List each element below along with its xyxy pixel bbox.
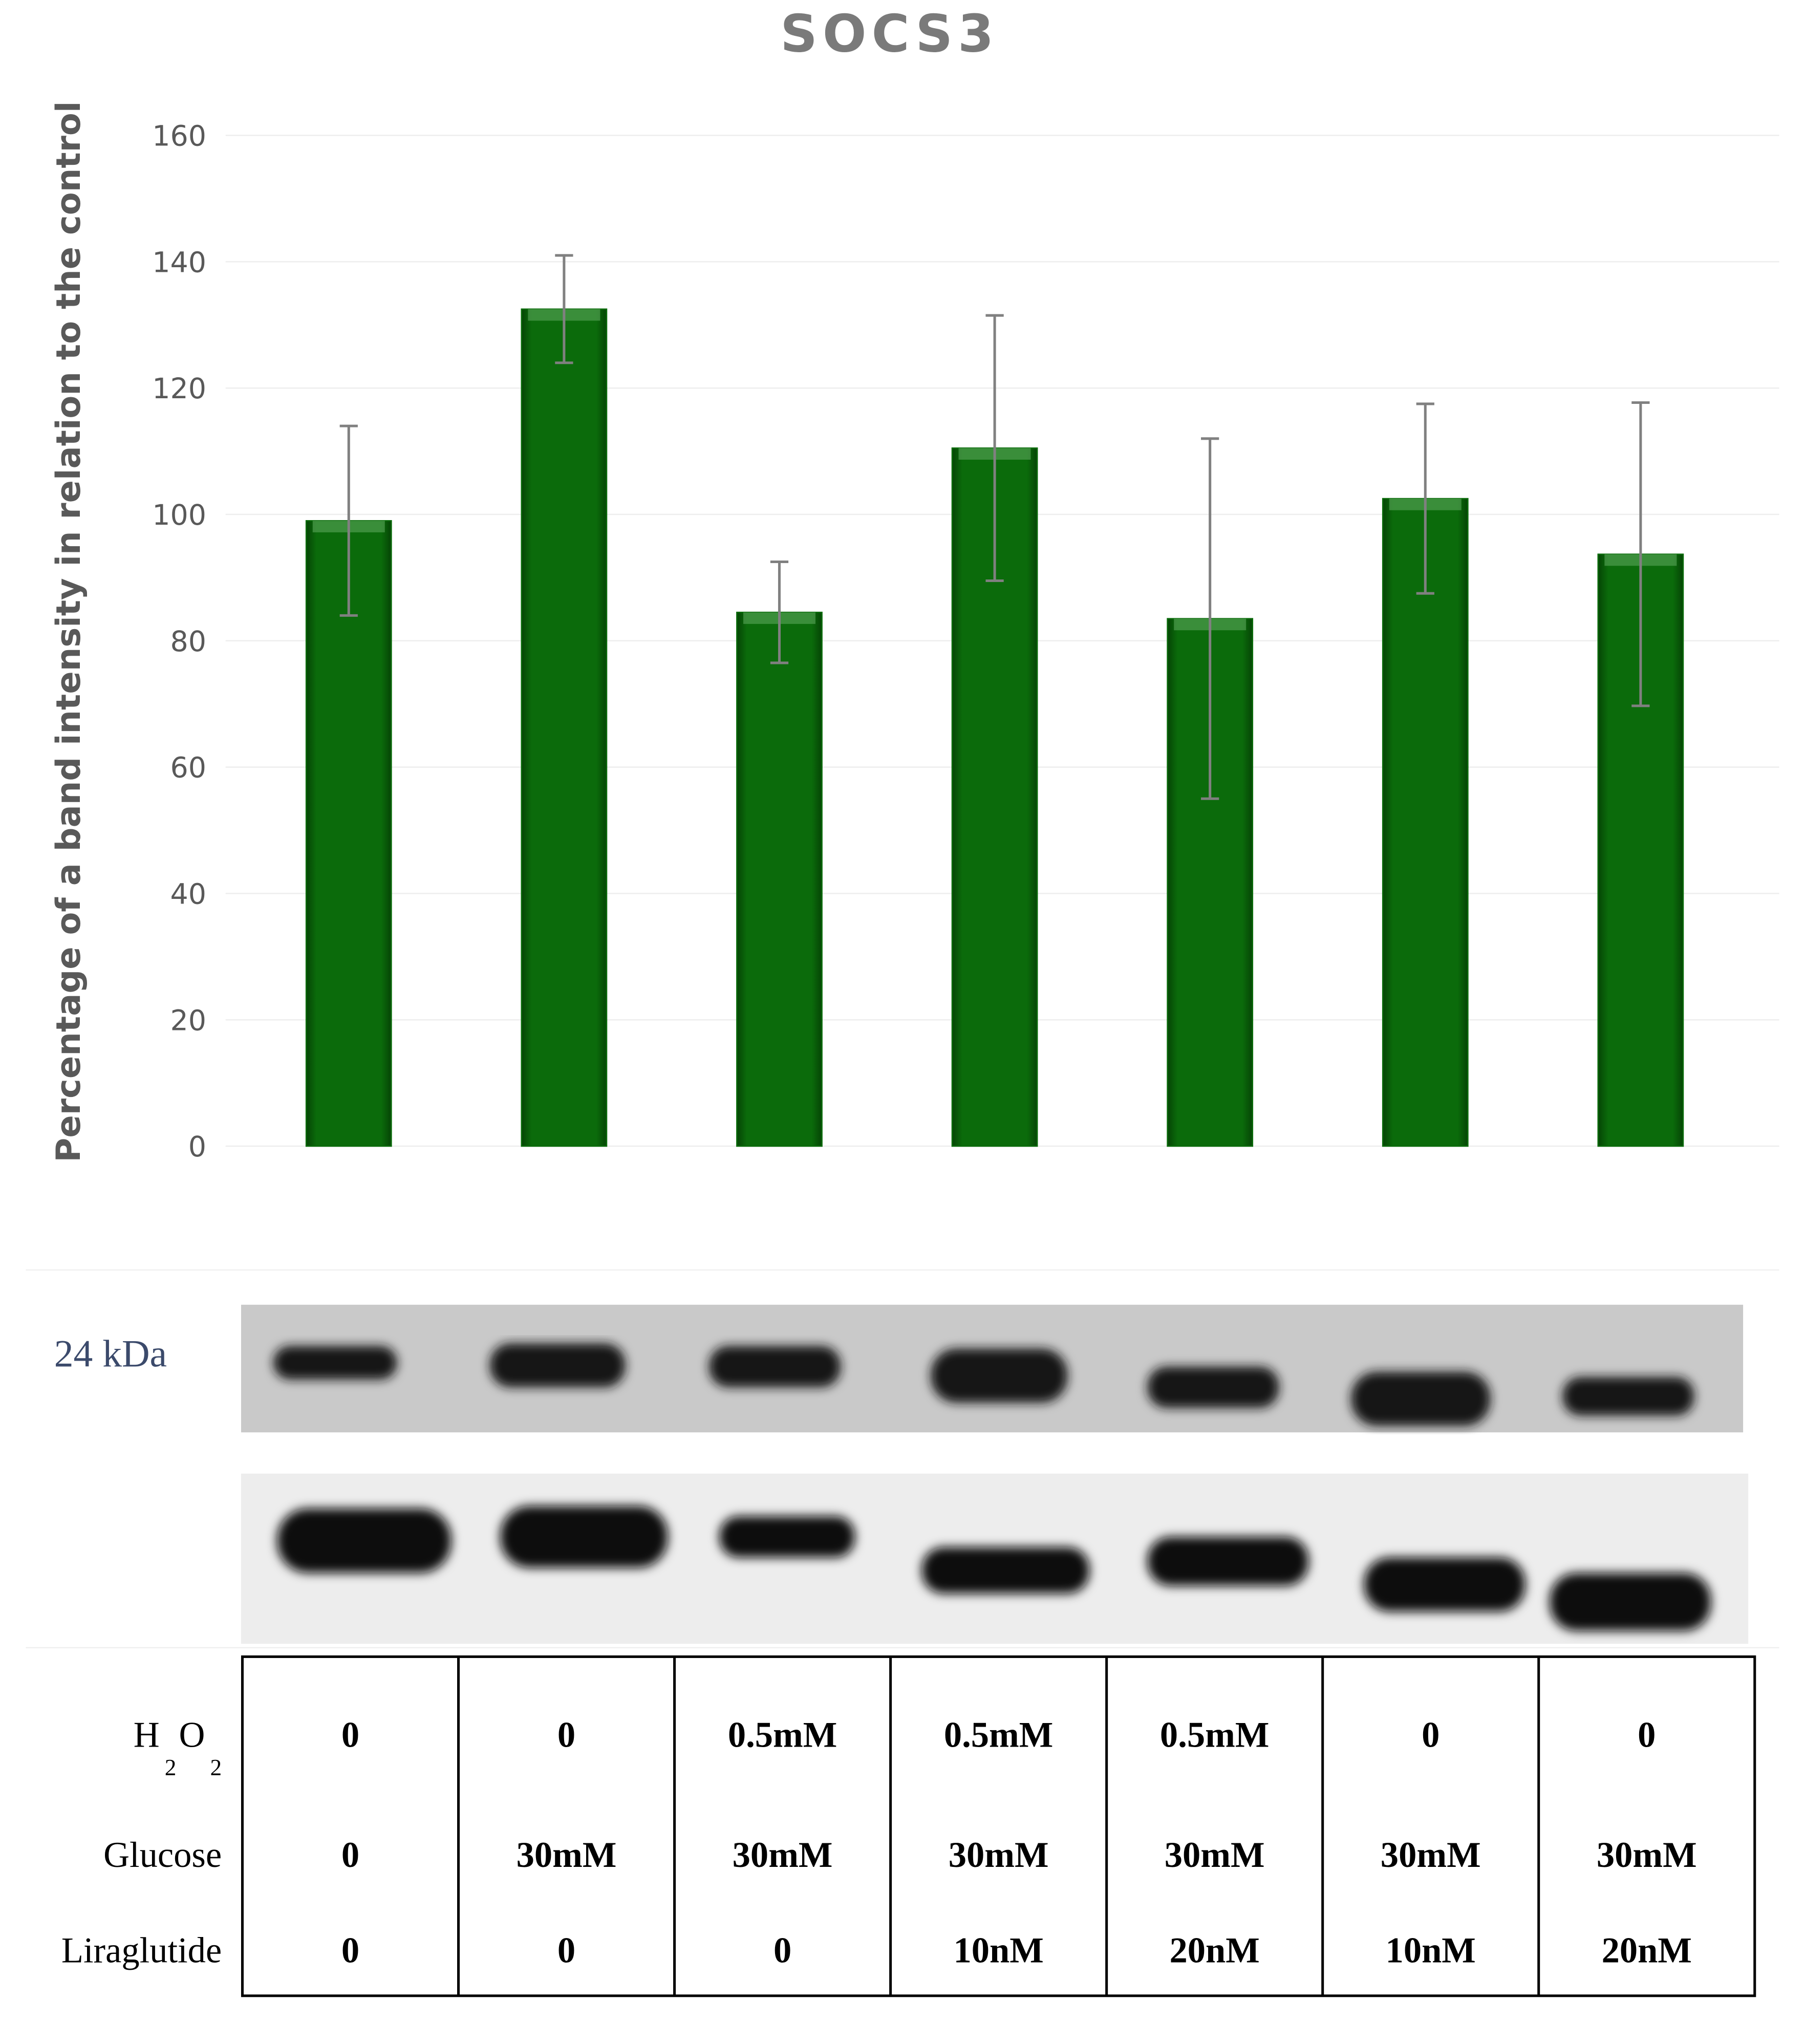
table-cell: 30mM bbox=[949, 1835, 1049, 1875]
bar bbox=[736, 611, 823, 1147]
band bbox=[1550, 1573, 1711, 1631]
band bbox=[709, 1346, 841, 1388]
band bbox=[273, 1346, 397, 1380]
table-cell: 30mM bbox=[517, 1835, 617, 1875]
table-cell: 0 bbox=[1638, 1715, 1656, 1755]
band bbox=[1147, 1537, 1309, 1586]
y-tick-label: 20 bbox=[170, 1004, 206, 1037]
y-tick-label: 80 bbox=[170, 626, 206, 658]
y-tick-label: 140 bbox=[152, 246, 206, 279]
table-cell: 0 bbox=[341, 1930, 359, 1970]
band bbox=[490, 1343, 626, 1388]
row-label: H2O2 bbox=[134, 1715, 222, 1780]
y-tick-label: 120 bbox=[152, 373, 206, 405]
band bbox=[1351, 1371, 1491, 1426]
band bbox=[1562, 1376, 1694, 1416]
band bbox=[500, 1505, 668, 1568]
row-label-part: 2 bbox=[165, 1755, 177, 1780]
table-cell: 30mM bbox=[1597, 1835, 1697, 1875]
table-cell: 30mM bbox=[1381, 1835, 1481, 1875]
table-cell: 0 bbox=[341, 1835, 359, 1875]
band bbox=[921, 1547, 1090, 1594]
band bbox=[931, 1348, 1068, 1403]
table-cell: 0.5mM bbox=[728, 1715, 837, 1755]
row-label-part: 2 bbox=[210, 1755, 222, 1780]
table-cell: 0 bbox=[773, 1930, 791, 1970]
table-cell: 0.5mM bbox=[944, 1715, 1053, 1755]
bar bbox=[1382, 498, 1469, 1147]
row-label-part: Glucose bbox=[103, 1835, 222, 1875]
blot-top bbox=[241, 1304, 1744, 1433]
table-cell: 30mM bbox=[733, 1835, 833, 1875]
band bbox=[1147, 1366, 1279, 1408]
table-cell: 0.5mM bbox=[1160, 1715, 1269, 1755]
y-tick-label: 0 bbox=[188, 1131, 206, 1164]
bar bbox=[305, 520, 392, 1147]
bar bbox=[521, 308, 608, 1147]
blot-bottom bbox=[241, 1473, 1749, 1644]
chart-title: SOCS3 bbox=[780, 4, 999, 64]
row-label: Glucose bbox=[103, 1835, 222, 1875]
row-label: Liraglutide bbox=[61, 1930, 222, 1970]
y-tick-label: 60 bbox=[170, 752, 206, 785]
table-cell: 30mM bbox=[1165, 1835, 1265, 1875]
row-label-part: O bbox=[179, 1715, 205, 1755]
band bbox=[1364, 1557, 1525, 1612]
table-cell: 20nM bbox=[1602, 1930, 1692, 1970]
table-cell: 0 bbox=[341, 1715, 359, 1755]
table-cell: 10nM bbox=[953, 1930, 1043, 1970]
row-label-part: H bbox=[134, 1715, 160, 1755]
table-cell: 0 bbox=[557, 1930, 575, 1970]
y-axis-label: Percentage of a band intensity in relati… bbox=[49, 101, 88, 1163]
table-cell: 10nM bbox=[1386, 1930, 1476, 1970]
plot: 0 20 40 60 80 100 120 140 160 bbox=[152, 120, 1779, 1164]
table-border bbox=[241, 1655, 1756, 1997]
y-tick-label: 100 bbox=[152, 499, 206, 532]
band bbox=[277, 1508, 452, 1573]
band bbox=[719, 1516, 855, 1558]
row-label-part: Liraglutide bbox=[61, 1930, 222, 1970]
y-tick-label: 40 bbox=[170, 878, 206, 911]
table-cell: 0 bbox=[557, 1715, 575, 1755]
table-cell: 20nM bbox=[1170, 1930, 1260, 1970]
table-cell: 0 bbox=[1422, 1715, 1439, 1755]
marker-label: 24 kDa bbox=[54, 1333, 167, 1375]
y-tick-label: 160 bbox=[152, 120, 206, 153]
